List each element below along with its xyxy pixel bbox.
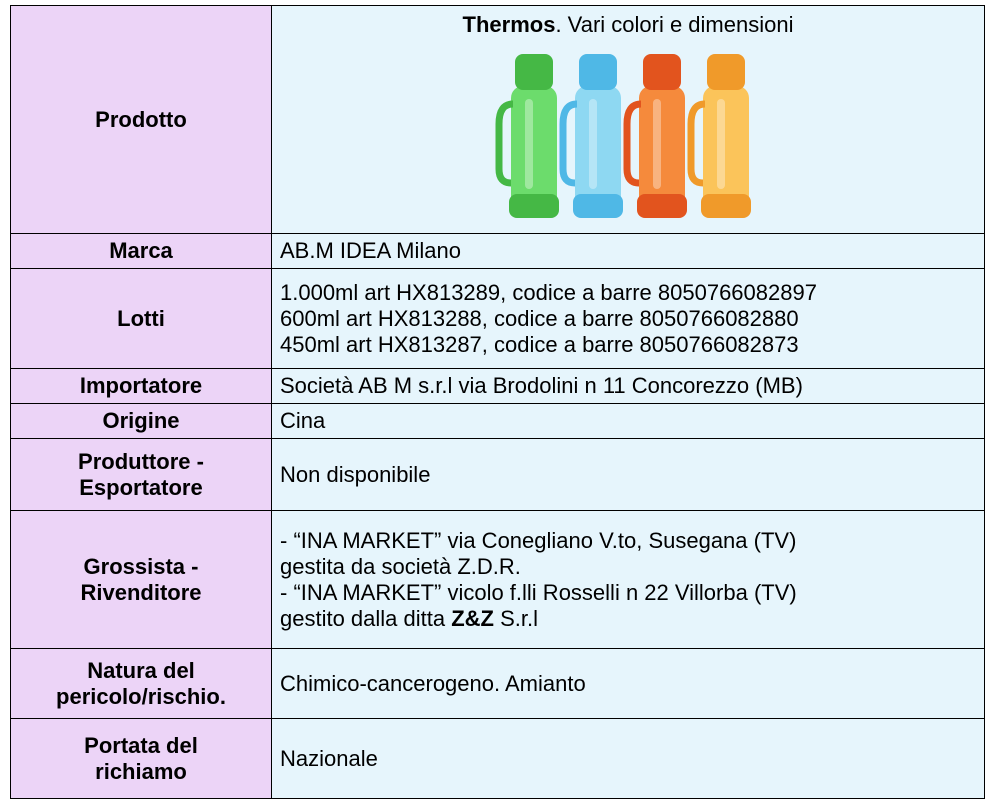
table-row: Grossista - Rivenditore - “INA MARKET” via…	[10, 510, 985, 649]
label-line: Lotti	[117, 305, 165, 331]
text-segment: Chimico-cancerogeno. Amianto	[280, 670, 586, 696]
row-value: Nazionale	[271, 718, 985, 799]
row-value: Thermos. Vari colori e dimensioni	[271, 5, 985, 234]
row-value: Cina	[271, 403, 985, 439]
value-line: gestito dalla ditta Z&Z S.r.l	[280, 606, 976, 632]
row-value: Non disponibile	[271, 438, 985, 511]
table-row: Origine Cina	[10, 403, 985, 439]
table-row: Importatore Società AB M s.r.l via Brodol…	[10, 368, 985, 404]
value-line: Nazionale	[280, 746, 976, 772]
text-segment: Nazionale	[280, 745, 378, 771]
table-row: Natura del pericolo/rischio. Chimico-cance…	[10, 648, 985, 719]
text-segment: 600ml art HX813288, codice a barre 80507…	[280, 305, 799, 331]
row-value: Chimico-cancerogeno. Amianto	[271, 648, 985, 719]
table-row: Produttore - Esportatore Non disponibile	[10, 438, 985, 511]
value-line: Thermos. Vari colori e dimensioni	[280, 12, 976, 38]
row-value: 1.000ml art HX813289, codice a barre 805…	[271, 268, 985, 369]
text-segment: gestita da società Z.D.R.	[280, 553, 521, 579]
value-line: Non disponibile	[280, 462, 976, 488]
row-label: Marca	[10, 233, 272, 269]
value-line: 1.000ml art HX813289, codice a barre 805…	[280, 280, 976, 306]
table-row: Prodotto Thermos. Vari colori e dimension…	[10, 5, 985, 234]
text-segment: Non disponibile	[280, 461, 431, 487]
product-image	[495, 54, 751, 218]
value-line: AB.M IDEA Milano	[280, 238, 976, 264]
label-line: Esportatore	[79, 474, 203, 500]
text-segment: 450ml art HX813287, codice a barre 80507…	[280, 331, 799, 357]
label-line: pericolo/rischio.	[56, 683, 226, 709]
row-label: Lotti	[10, 268, 272, 369]
table-row: Portata del richiamo Nazionale	[10, 718, 985, 799]
label-line: Origine	[102, 408, 180, 433]
row-value: - “INA MARKET” via Conegliano V.to, Suse…	[271, 510, 985, 649]
text-segment: . Vari colori e dimensioni	[555, 12, 794, 37]
text-segment: Cina	[280, 408, 326, 433]
label-line: Importatore	[79, 373, 203, 398]
row-label: Portata del richiamo	[10, 718, 272, 799]
value-line: 450ml art HX813287, codice a barre 80507…	[280, 332, 976, 358]
row-value: Società AB M s.r.l via Brodolini n 11 Co…	[271, 368, 985, 404]
value-line: 600ml art HX813288, codice a barre 80507…	[280, 306, 976, 332]
value-line: Chimico-cancerogeno. Amianto	[280, 671, 976, 697]
table-row: Lotti 1.000ml art HX813289, codice a barr…	[10, 268, 985, 369]
row-label: Grossista - Rivenditore	[10, 510, 272, 649]
text-segment: 1.000ml art HX813289, codice a barre 805…	[280, 279, 817, 305]
row-value: AB.M IDEA Milano	[271, 233, 985, 269]
value-line: Cina	[280, 408, 976, 434]
row-label: Importatore	[10, 368, 272, 404]
label-line: Natura del	[87, 657, 195, 683]
value-line: Società AB M s.r.l via Brodolini n 11 Co…	[280, 373, 976, 399]
label-line: Prodotto	[95, 106, 187, 132]
table-row: Marca AB.M IDEA Milano	[10, 233, 985, 269]
text-segment: - “INA MARKET” via Conegliano V.to, Suse…	[280, 527, 797, 553]
label-line: richiamo	[95, 758, 187, 784]
text-segment: AB.M IDEA Milano	[280, 238, 461, 263]
label-line: Grossista -	[83, 553, 199, 579]
row-label: Natura del pericolo/rischio.	[10, 648, 272, 719]
text-segment: gestito dalla ditta	[280, 605, 452, 631]
text-segment: Thermos	[462, 12, 556, 37]
row-label: Origine	[10, 403, 272, 439]
label-line: Portata del	[84, 732, 198, 758]
value-line: - “INA MARKET” via Conegliano V.to, Suse…	[280, 528, 976, 554]
text-segment: Z&Z	[451, 605, 494, 631]
row-label: Prodotto	[10, 5, 272, 234]
label-line: Marca	[109, 238, 173, 263]
recall-table: Prodotto Thermos. Vari colori e dimension…	[10, 5, 985, 799]
text-segment: Società AB M s.r.l via Brodolini n 11 Co…	[280, 373, 803, 398]
value-line: gestita da società Z.D.R.	[280, 554, 976, 580]
text-segment: S.r.l	[494, 605, 539, 631]
page: Prodotto Thermos. Vari colori e dimension…	[10, 5, 985, 799]
label-line: Rivenditore	[80, 579, 202, 605]
value-line: - “INA MARKET” vicolo f.lli Rosselli n 2…	[280, 580, 976, 606]
text-segment: - “INA MARKET” vicolo f.lli Rosselli n 2…	[280, 579, 797, 605]
row-label: Produttore - Esportatore	[10, 438, 272, 511]
label-line: Produttore -	[78, 448, 204, 474]
